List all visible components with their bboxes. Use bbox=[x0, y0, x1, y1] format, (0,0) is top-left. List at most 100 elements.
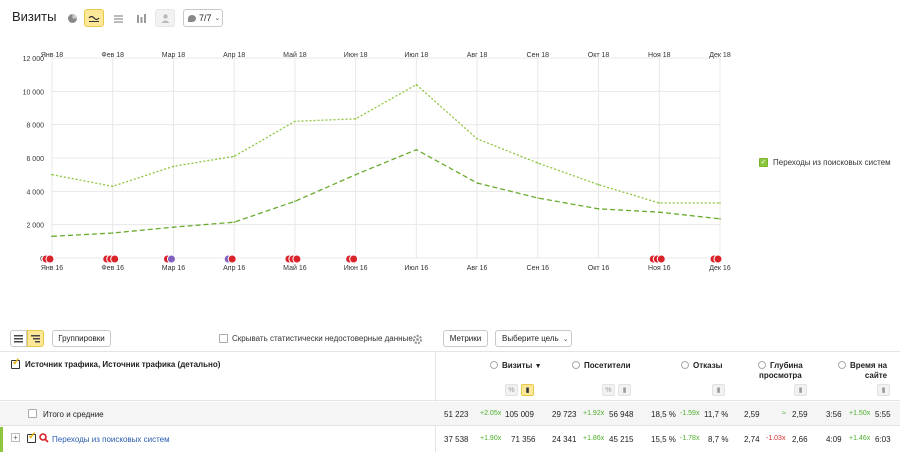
annotation-marker bbox=[349, 254, 359, 264]
row-source-link[interactable]: Переходы из поисковых систем bbox=[52, 435, 170, 444]
series-count: 7/7 bbox=[199, 13, 212, 23]
goal-select[interactable]: Выберите цель ⌄ bbox=[495, 330, 572, 347]
table-row[interactable]: + ✓ Переходы из поисковых систем 37 538 … bbox=[0, 427, 900, 451]
data-point-2018 bbox=[354, 118, 357, 120]
bounces-column-header[interactable]: Отказы bbox=[681, 361, 723, 371]
line-chart-button[interactable] bbox=[84, 9, 104, 27]
data-point-2016 bbox=[476, 182, 478, 184]
annotation-marker bbox=[713, 254, 723, 264]
row-checkbox[interactable]: ✓ bbox=[27, 431, 37, 443]
info-icon bbox=[758, 361, 766, 369]
totals-depth-change: ≈ bbox=[782, 410, 786, 417]
row-depth-prev: 2,66 bbox=[792, 435, 808, 444]
series-line-2016 bbox=[51, 148, 721, 237]
totals-visitors-change: +1.92x bbox=[583, 410, 605, 417]
bar-toggle-depth[interactable]: ▮ bbox=[794, 384, 807, 396]
legend-checkbox[interactable]: ✓ bbox=[759, 158, 768, 167]
chart-legend[interactable]: ✓ Переходы из поисковых систем bbox=[759, 158, 891, 167]
expand-row-button[interactable]: + bbox=[11, 433, 20, 442]
x-top-tick-label: Апр 18 bbox=[223, 52, 245, 59]
y-tick-label: 12 000 bbox=[23, 56, 45, 63]
bar-chart-icon bbox=[136, 13, 146, 23]
area-chart-button[interactable] bbox=[108, 9, 128, 27]
totals-bounces: 18,5 % bbox=[651, 410, 676, 419]
hide-unreliable-toggle[interactable]: Скрывать статистически недостоверные дан… bbox=[219, 334, 413, 343]
metrics-button[interactable]: Метрики bbox=[443, 330, 488, 347]
hide-unreliable-checkbox[interactable] bbox=[219, 334, 228, 343]
visitors-column-header[interactable]: Посетители bbox=[572, 361, 631, 371]
x-bottom-tick-label: Апр 16 bbox=[223, 265, 245, 272]
legend-label: Переходы из поисковых систем bbox=[773, 158, 891, 167]
row-depth: 2,74 bbox=[744, 435, 760, 444]
x-top-tick-label: Июн 18 bbox=[344, 52, 368, 59]
annotation-marker bbox=[292, 254, 302, 264]
depth-header-line2: просмотра bbox=[759, 371, 802, 380]
row-visitors: 24 341 bbox=[552, 435, 577, 444]
data-point-2016 bbox=[111, 232, 114, 234]
list-view-button[interactable] bbox=[10, 330, 27, 347]
series-dropdown[interactable]: 7/7 ⌄ bbox=[183, 9, 223, 27]
data-point-2016 bbox=[597, 208, 600, 210]
tree-icon bbox=[31, 334, 40, 342]
visits-column-header[interactable]: Визиты ▼ bbox=[490, 361, 542, 372]
depth-column-header[interactable]: Глубина просмотра bbox=[758, 361, 803, 381]
x-top-tick-label: Окт 18 bbox=[588, 52, 610, 59]
x-top-tick-label: Дек 18 bbox=[709, 52, 731, 59]
annotation-marker bbox=[110, 254, 120, 264]
x-bottom-tick-label: Авг 16 bbox=[467, 265, 488, 272]
person-icon bbox=[161, 13, 169, 23]
report-title: Визиты bbox=[12, 9, 57, 24]
table-header: ✓ Источник трафика, Источник трафика (де… bbox=[0, 351, 900, 401]
bar-chart-button[interactable] bbox=[131, 9, 151, 27]
bar-toggle-visitors[interactable]: ▮ bbox=[618, 384, 631, 396]
x-top-tick-label: Авг 18 bbox=[467, 52, 488, 59]
totals-time-change: +1.50x bbox=[849, 410, 871, 417]
data-point-2018 bbox=[111, 185, 114, 188]
data-point-2018 bbox=[415, 83, 418, 86]
totals-label: Итого и средние bbox=[43, 410, 104, 419]
select-all-checkbox[interactable]: ✓ bbox=[11, 357, 21, 369]
dimension-header[interactable]: ✓ Источник трафика, Источник трафика (де… bbox=[11, 357, 221, 369]
data-point-2018 bbox=[172, 165, 175, 168]
row-time-change: +1.46x bbox=[849, 435, 871, 442]
annotation-marker bbox=[227, 254, 237, 264]
y-tick-label: 8 000 bbox=[26, 123, 44, 130]
row-time: 4:09 bbox=[826, 435, 842, 444]
data-point-2016 bbox=[415, 148, 418, 151]
percent-toggle-visitors[interactable]: % bbox=[602, 384, 615, 396]
bar-toggle-visits[interactable]: ▮ bbox=[521, 384, 534, 396]
data-point-2016 bbox=[354, 173, 357, 176]
bar-toggle-time[interactable]: ▮ bbox=[877, 384, 890, 396]
x-top-tick-label: Янв 18 bbox=[41, 52, 63, 59]
settings-gear-icon[interactable] bbox=[412, 332, 423, 350]
bar-toggle-bounces[interactable]: ▮ bbox=[712, 384, 725, 396]
totals-visitors-prev: 56 948 bbox=[609, 410, 634, 419]
x-bottom-tick-label: Дек 16 bbox=[709, 265, 731, 272]
data-point-2018 bbox=[597, 183, 600, 186]
row-depth-change: -1.03x bbox=[766, 435, 786, 442]
dimension-header-label: Источник трафика, Источник трафика (дета… bbox=[25, 360, 221, 369]
totals-visitors: 29 723 bbox=[552, 410, 577, 419]
totals-checkbox[interactable] bbox=[28, 409, 37, 418]
line-chart-icon bbox=[88, 15, 100, 22]
goal-select-label: Выберите цель bbox=[502, 334, 559, 343]
info-icon bbox=[838, 361, 846, 369]
tree-view-button[interactable] bbox=[27, 330, 44, 347]
x-top-tick-label: Июл 18 bbox=[404, 52, 428, 59]
depth-header-line1: Глубина bbox=[770, 361, 803, 370]
segment-button[interactable] bbox=[155, 9, 175, 27]
pie-chart-button[interactable] bbox=[62, 9, 82, 27]
chevron-down-icon: ⌄ bbox=[562, 335, 569, 343]
groupings-button[interactable]: Группировки bbox=[52, 330, 111, 347]
y-tick-label: 10 000 bbox=[23, 89, 45, 96]
data-point-2016 bbox=[233, 221, 235, 223]
annotation-marker bbox=[45, 254, 55, 264]
x-bottom-tick-label: Июл 16 bbox=[404, 265, 428, 272]
time-header-line2: сайте bbox=[864, 371, 888, 380]
x-top-tick-label: Май 18 bbox=[283, 51, 307, 59]
info-icon bbox=[572, 361, 580, 369]
time-column-header[interactable]: Время на сайте bbox=[838, 361, 887, 381]
info-icon bbox=[490, 361, 498, 369]
percent-toggle-visits[interactable]: % bbox=[505, 384, 518, 396]
y-tick-label: 2 000 bbox=[26, 223, 44, 230]
